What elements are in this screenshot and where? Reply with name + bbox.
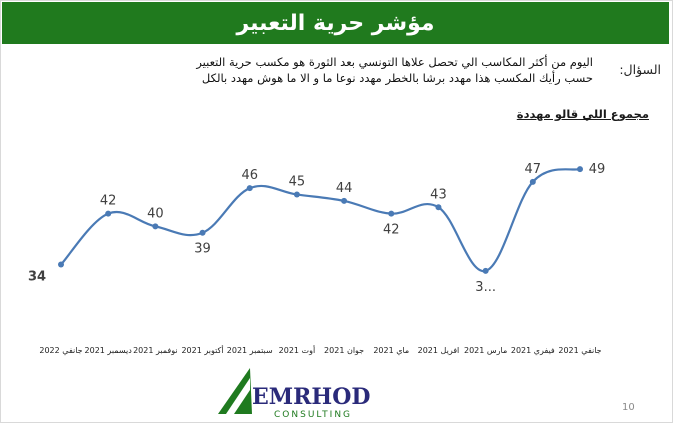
x-tick-label: افريل 2021 — [418, 346, 460, 355]
data-point — [105, 210, 112, 217]
logo-subtitle: CONSULTING — [274, 410, 352, 420]
data-label: 49 — [589, 162, 606, 177]
question-line-1: اليوم من أكثر المكاسب الي تحصل علاها الت… — [196, 55, 593, 69]
data-label: 46 — [241, 168, 258, 183]
data-label: 3... — [475, 280, 496, 295]
data-label: 45 — [289, 175, 306, 190]
x-tick-label: فيفري 2021 — [511, 346, 555, 355]
data-label: 42 — [383, 223, 400, 238]
x-tick-label: جانفي 2021 — [558, 346, 601, 355]
question-text: اليوم من أكثر المكاسب الي تحصل علاها الت… — [33, 54, 593, 86]
data-point — [529, 178, 536, 185]
data-point — [482, 267, 489, 274]
data-label: 42 — [100, 194, 117, 209]
x-tick-label: أوت 2021 — [279, 345, 316, 355]
data-point — [388, 210, 395, 217]
data-point — [577, 166, 583, 173]
data-point — [58, 261, 64, 268]
header-bar: مؤشر حرية التعبير — [2, 2, 669, 44]
data-label: 44 — [336, 181, 353, 196]
chart-title: مجموع اللي قالو مهددة — [516, 107, 649, 121]
x-tick-label: جوان 2021 — [324, 346, 364, 355]
logo-name: EMRHOD — [252, 384, 370, 410]
data-point — [152, 223, 159, 230]
page-title: مؤشر حرية التعبير — [236, 10, 435, 36]
x-tick-label: ماي 2021 — [373, 346, 409, 355]
x-tick-label: جانفي 2022 — [39, 346, 82, 355]
x-tick-label: نوفمبر 2021 — [133, 346, 178, 355]
series-line — [60, 168, 581, 273]
data-label: 39 — [194, 242, 211, 257]
data-point — [246, 185, 253, 192]
data-point — [341, 197, 348, 204]
data-label: 34 — [28, 270, 46, 285]
data-label: 47 — [525, 162, 542, 177]
data-point — [293, 191, 300, 198]
data-point — [435, 204, 442, 211]
question-line-2: حسب رأيك المكسب هذا مهدد برشا بالخطر مهد… — [201, 71, 593, 85]
x-tick-label: مارس 2021 — [464, 346, 507, 355]
question-label: السؤال: — [619, 62, 661, 77]
x-tick-label: أكتوبر 2021 — [181, 345, 223, 355]
x-tick-label: ديسمبر 2021 — [85, 346, 133, 355]
data-label: 43 — [430, 187, 447, 202]
logo-triangle-core — [234, 390, 250, 414]
data-label: 40 — [147, 206, 164, 221]
data-point — [199, 229, 206, 236]
page-number: 10 — [622, 402, 635, 413]
x-tick-label: سبتمبر 2021 — [227, 346, 273, 355]
emrhod-logo: EMRHOD CONSULTING — [218, 368, 370, 420]
